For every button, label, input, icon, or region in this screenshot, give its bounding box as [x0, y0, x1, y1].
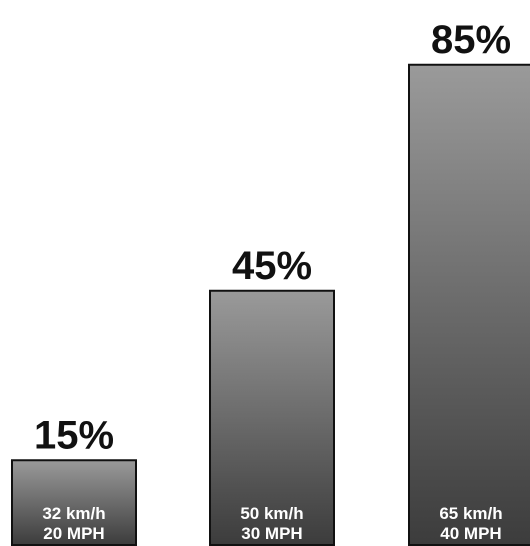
- bar-1: [11, 459, 137, 546]
- bar-value-label-3: 85%: [431, 18, 511, 62]
- bar-2: [209, 289, 335, 546]
- bar-value-label-1: 15%: [34, 413, 114, 457]
- bar-speed-kmh-label-3: 65 km/h: [439, 504, 502, 523]
- bar-speed-mph-label-2: 30 MPH: [241, 524, 302, 543]
- bar-speed-kmh-label-2: 50 km/h: [240, 504, 303, 523]
- bar-3: [408, 63, 530, 546]
- bar-value-label-2: 45%: [232, 244, 312, 288]
- bar-speed-kmh-label-1: 32 km/h: [42, 504, 105, 523]
- bar-speed-mph-label-1: 20 MPH: [43, 524, 104, 543]
- bar-speed-mph-label-3: 40 MPH: [440, 524, 501, 543]
- bars-layer: 15% 32 km/h20 MPH 45% 50 km/h30 MPH 85% 65 km…: [11, 18, 530, 546]
